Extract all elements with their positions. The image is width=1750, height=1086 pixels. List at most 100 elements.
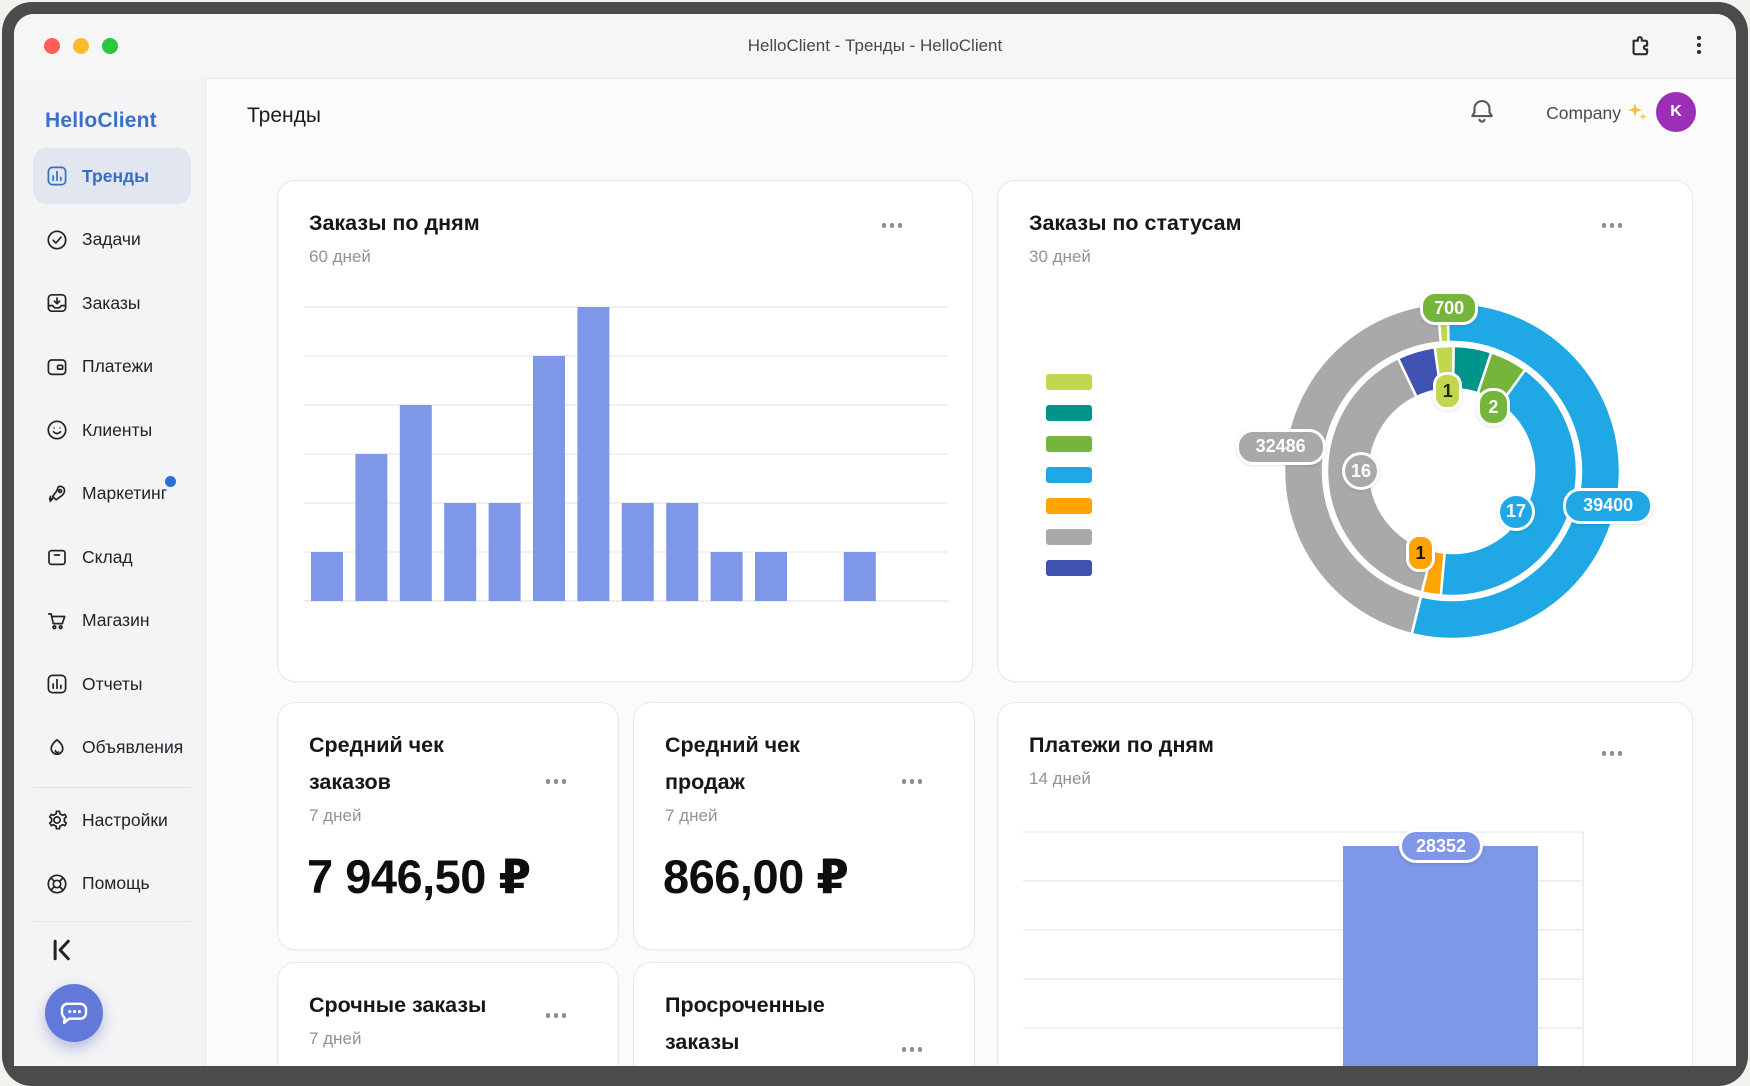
bell-icon: [1471, 99, 1493, 123]
card-title: Заказы по дням: [309, 211, 480, 235]
sidebar-item-shop[interactable]: Магазин: [33, 593, 191, 649]
donut-label-2: 2: [1476, 388, 1510, 427]
sidebar-item-label: Заказы: [82, 292, 141, 313]
card-payments-by-day: Платежи по дням 14 дней 28352: [997, 702, 1693, 1066]
donut-label-39400: 39400: [1563, 487, 1654, 524]
sidebar-item-tasks[interactable]: Задачи: [33, 212, 191, 268]
card-title-line2: заказы: [665, 1030, 740, 1054]
card-title: Средний чек: [665, 733, 800, 757]
page-title: Тренды: [247, 104, 321, 127]
sidebar-item-settings[interactable]: Настройки: [33, 792, 191, 848]
sidebar-item-trends[interactable]: Тренды: [33, 148, 191, 204]
card-avg-order-value: Средний чек заказов 7 дней 7 946,50 ₽: [277, 702, 619, 950]
bar[interactable]: [355, 454, 388, 601]
sidebar-item-help[interactable]: Помощь: [33, 856, 191, 912]
sidebar-item-label: Тренды: [82, 165, 150, 186]
donut-label-17: 17: [1497, 492, 1536, 531]
sidebar-item-label: Отчеты: [82, 673, 143, 694]
bar[interactable]: [843, 552, 876, 601]
card-title: Просроченные: [665, 993, 825, 1017]
sparkle-icon: [1628, 103, 1647, 120]
settings-icon: [48, 810, 68, 830]
collapse-icon: [53, 939, 70, 960]
more-options-button[interactable]: [898, 1043, 927, 1056]
orders-bar-chart: [304, 306, 948, 602]
legend-swatch-lime: [1046, 374, 1092, 390]
chat-bubble-icon: [60, 1002, 88, 1025]
titlebar[interactable]: HelloClient - Тренды - HelloClient: [14, 14, 1736, 79]
more-options-button[interactable]: [1598, 747, 1627, 760]
sidebar-item-warehouse[interactable]: Склад: [33, 529, 191, 585]
donut-segment-indigo[interactable]: [1396, 345, 1442, 399]
card-period: 60 дней: [309, 247, 371, 266]
card-orders-by-day: Заказы по дням 60 дней: [277, 180, 973, 682]
legend-swatch-teal: [1046, 405, 1092, 421]
minimize-button[interactable]: [73, 38, 89, 54]
more-options-button[interactable]: [1598, 219, 1627, 232]
titlebar-actions: [1626, 32, 1712, 58]
kebab-menu-icon[interactable]: [1686, 32, 1712, 58]
legend-swatch-indigo: [1046, 560, 1092, 576]
notification-dot: [165, 476, 177, 488]
sidebar-item-marketing[interactable]: Маркетинг: [33, 466, 191, 522]
card-title: Платежи по дням: [1029, 733, 1214, 757]
bar[interactable]: [533, 356, 565, 601]
sidebar-item-label: Платежи: [82, 356, 153, 377]
payments-icon: [47, 358, 67, 375]
sidebar-divider: [33, 787, 191, 788]
sidebar-item-clients[interactable]: Клиенты: [33, 402, 191, 458]
sidebar-item-payments[interactable]: Платежи: [33, 339, 191, 395]
donut-segment-blue[interactable]: [1439, 368, 1579, 598]
status-donut-chart: 700 1 2 39400 17 1 16 32486: [998, 181, 1692, 681]
sidebar-item-orders[interactable]: Заказы: [33, 275, 191, 331]
sidebar: [14, 78, 206, 1066]
bar[interactable]: [311, 552, 343, 601]
more-options-button[interactable]: [542, 775, 571, 788]
card-period: 14 дней: [1029, 769, 1091, 788]
orders-icon: [47, 294, 67, 313]
sidebar-item-reports[interactable]: Отчеты: [33, 656, 191, 712]
bar[interactable]: [666, 503, 699, 601]
app-logo: HelloClient: [45, 109, 157, 132]
sidebar-item-announcements[interactable]: Объявления: [33, 720, 191, 776]
card-overdue-orders: Просроченные заказы: [633, 962, 975, 1066]
avg-order-value: 7 946,50 ₽: [307, 850, 531, 903]
card-title-line2: заказов: [309, 770, 391, 794]
chat-fab-button[interactable]: [45, 984, 103, 1042]
app-window: HelloClient - Тренды - HelloClient Hello…: [14, 14, 1736, 1066]
sidebar-item-label: Объявления: [82, 737, 184, 758]
card-title-line2: продаж: [665, 770, 745, 794]
zoom-button[interactable]: [102, 38, 118, 54]
avatar[interactable]: K: [1656, 92, 1696, 132]
collapse-sidebar-button[interactable]: [44, 933, 80, 969]
help-icon: [47, 873, 67, 894]
bar[interactable]: [621, 503, 654, 601]
card-title: Средний чек: [309, 733, 444, 757]
legend-swatch-blue: [1046, 467, 1092, 483]
bar[interactable]: [577, 307, 610, 601]
sidebar-item-label: Задачи: [82, 229, 141, 250]
close-button[interactable]: [44, 38, 60, 54]
bar[interactable]: [755, 552, 787, 601]
company-menu[interactable]: Company: [1546, 103, 1621, 123]
donut-label-32486: 32486: [1235, 428, 1326, 465]
bar[interactable]: [710, 552, 743, 601]
card-period: 7 дней: [309, 1029, 362, 1048]
announcements-icon: [50, 738, 64, 755]
bar[interactable]: [399, 405, 432, 601]
legend-swatch-orange: [1046, 498, 1092, 514]
notifications-bell-button[interactable]: [1466, 96, 1498, 128]
payments-bar-label: 28352: [1399, 829, 1483, 863]
shop-icon: [47, 612, 66, 630]
bar[interactable]: [444, 503, 477, 601]
extensions-icon[interactable]: [1626, 32, 1652, 58]
more-options-button[interactable]: [898, 775, 927, 788]
donut-segment-gray[interactable]: [1325, 356, 1434, 594]
more-options-button[interactable]: [542, 1009, 571, 1022]
more-options-button[interactable]: [878, 219, 907, 232]
donut-segment-blue[interactable]: [1410, 301, 1622, 641]
bar[interactable]: [488, 503, 521, 601]
bar[interactable]: [1343, 846, 1538, 1066]
sidebar-item-label: Клиенты: [82, 419, 153, 440]
sidebar-item-label: Помощь: [82, 873, 150, 893]
